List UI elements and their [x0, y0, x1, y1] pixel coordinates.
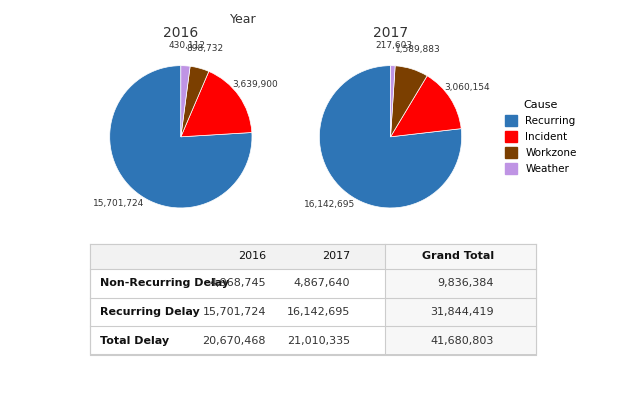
Text: 20,670,468: 20,670,468 [202, 336, 266, 346]
Text: Non-Recurring Delay: Non-Recurring Delay [100, 279, 229, 288]
FancyBboxPatch shape [90, 244, 536, 269]
Wedge shape [181, 66, 190, 137]
Text: Recurring Delay: Recurring Delay [100, 307, 200, 317]
Title: 2017: 2017 [373, 26, 408, 40]
Text: 898,732: 898,732 [186, 44, 223, 53]
Text: 31,844,419: 31,844,419 [431, 307, 494, 317]
Wedge shape [181, 71, 252, 137]
Text: 4,968,745: 4,968,745 [209, 279, 266, 288]
Text: 2016: 2016 [238, 251, 266, 261]
Wedge shape [390, 76, 461, 137]
Text: 1,589,883: 1,589,883 [395, 45, 440, 54]
Wedge shape [181, 66, 209, 137]
Text: Year: Year [230, 13, 257, 26]
Text: 217,603: 217,603 [375, 41, 412, 50]
Text: 21,010,335: 21,010,335 [287, 336, 350, 346]
Text: 3,639,900: 3,639,900 [232, 80, 278, 89]
Text: 4,867,640: 4,867,640 [294, 279, 350, 288]
Title: 2016: 2016 [163, 26, 198, 40]
Text: Total Delay: Total Delay [100, 336, 169, 346]
Wedge shape [319, 66, 461, 208]
Legend: Recurring, Incident, Workzone, Weather: Recurring, Incident, Workzone, Weather [504, 100, 577, 174]
Text: 3,060,154: 3,060,154 [444, 83, 490, 92]
Wedge shape [390, 66, 427, 137]
FancyBboxPatch shape [385, 244, 536, 354]
Text: 2017: 2017 [322, 251, 350, 261]
Text: Grand Total: Grand Total [422, 251, 494, 261]
Text: 15,701,724: 15,701,724 [202, 307, 266, 317]
Text: 16,142,695: 16,142,695 [287, 307, 350, 317]
FancyBboxPatch shape [90, 244, 536, 354]
Text: 41,680,803: 41,680,803 [431, 336, 494, 346]
Wedge shape [109, 66, 252, 208]
Wedge shape [390, 66, 395, 137]
Text: 16,142,695: 16,142,695 [304, 200, 356, 209]
Text: 430,112: 430,112 [168, 41, 205, 50]
Text: 15,701,724: 15,701,724 [93, 199, 144, 207]
Text: 9,836,384: 9,836,384 [438, 279, 494, 288]
